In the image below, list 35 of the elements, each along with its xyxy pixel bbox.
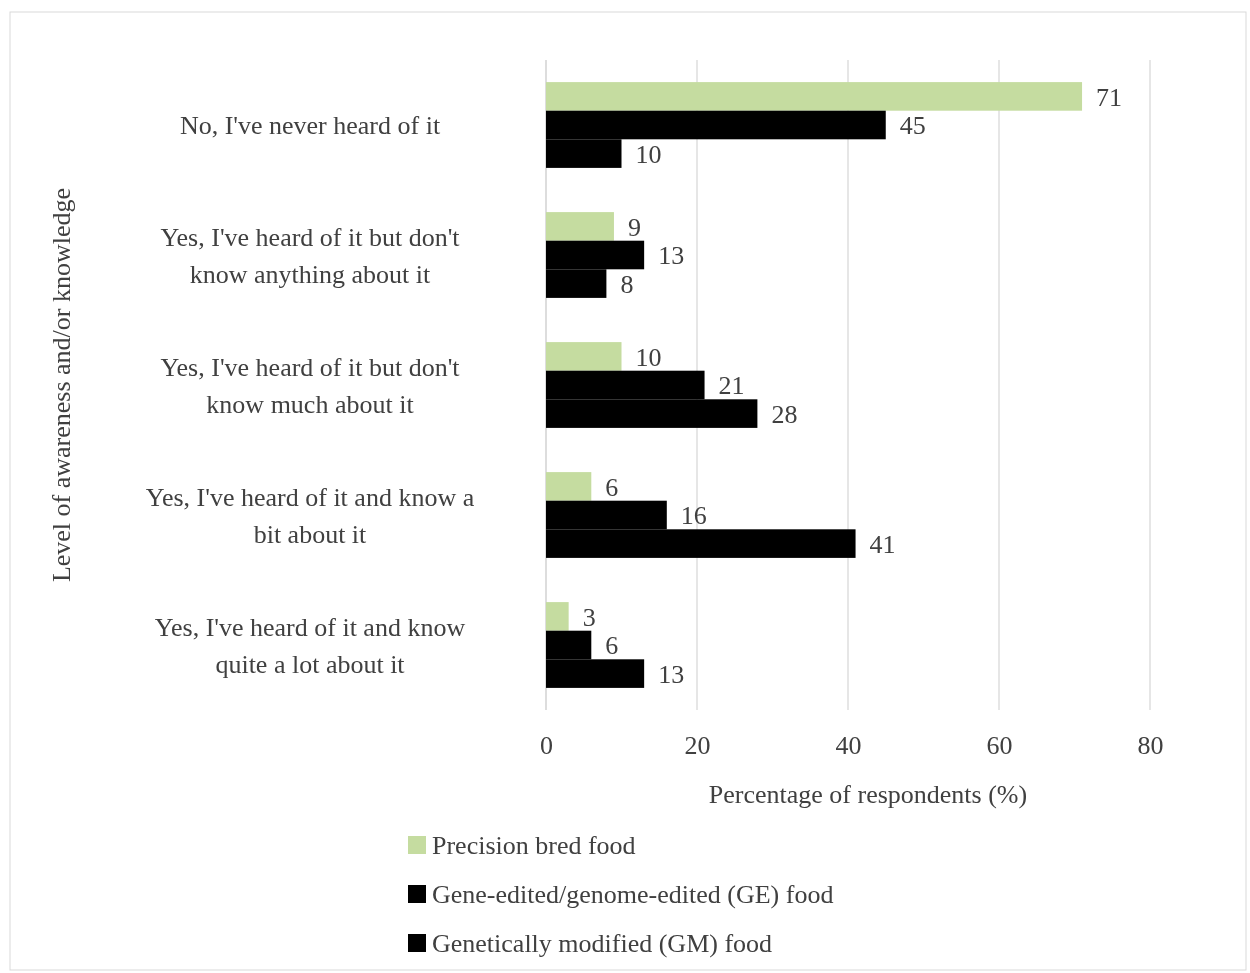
x-tick-label: 60 [986, 731, 1013, 761]
data-label: 3 [582, 602, 596, 632]
x-tick-label: 40 [835, 731, 862, 761]
bar [546, 342, 622, 371]
y-tick-label: Yes, I've heard of it and know a bit about it [145, 482, 475, 549]
bar [546, 602, 569, 631]
data-label: 21 [718, 371, 745, 401]
y-tick-label: No, I've never heard of it [179, 111, 441, 141]
x-tick-label: 0 [540, 731, 553, 761]
bar [546, 82, 1083, 111]
legend-label: Precision bred food [432, 831, 636, 861]
data-label: 71 [1096, 82, 1123, 112]
x-axis-title: Percentage of respondents (%) [708, 780, 1028, 809]
data-label: 8 [620, 269, 634, 299]
y-axis-title: Level of awareness and/or knowledge [47, 187, 76, 583]
y-tick-label: Yes, I've heard of it but don't know much about it [160, 352, 461, 419]
data-label: 6 [605, 472, 619, 502]
data-label: 9 [627, 212, 641, 242]
data-label: 28 [771, 399, 798, 429]
y-tick-label: Yes, I've heard of it and know quite a lot about it [154, 612, 466, 679]
bar [546, 472, 592, 501]
legend-label: Genetically modified (GM) food [432, 929, 773, 959]
data-label: 6 [605, 631, 619, 661]
legend-label: Gene-edited/genome-edited (GE) food [432, 880, 834, 910]
data-label: 10 [635, 342, 662, 372]
x-tick-label: 20 [684, 731, 711, 761]
x-tick-label: 80 [1137, 731, 1164, 761]
y-tick-label: Yes, I've heard of it but don't know anything about it [160, 222, 461, 289]
data-label: 45 [899, 111, 926, 141]
data-label: 13 [658, 659, 685, 689]
bar [546, 212, 614, 241]
data-label: 10 [635, 139, 662, 169]
data-label: 41 [869, 529, 896, 559]
data-label: 16 [680, 501, 707, 531]
data-label: 13 [658, 241, 685, 271]
